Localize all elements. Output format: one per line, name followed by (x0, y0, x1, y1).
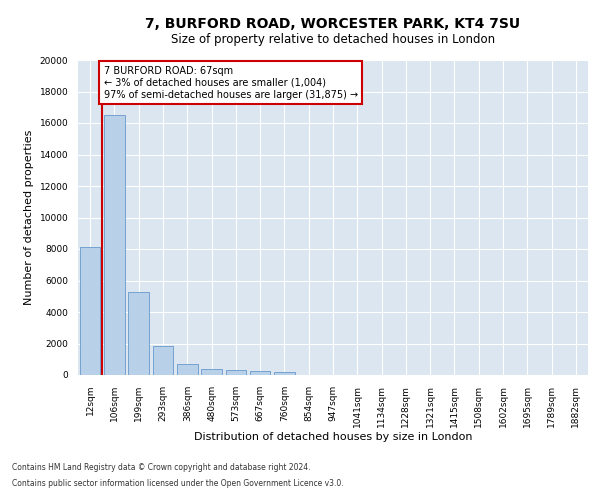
Bar (250, 372, 271, 375)
Text: Contains HM Land Registry data © Crown copyright and database right 2024.: Contains HM Land Registry data © Crown c… (12, 464, 311, 472)
Text: Size of property relative to detached houses in London: Size of property relative to detached ho… (171, 32, 495, 46)
Text: 7 BURFORD ROAD: 67sqm
← 3% of detached houses are smaller (1,004)
97% of semi-de: 7 BURFORD ROAD: 67sqm ← 3% of detached h… (104, 66, 358, 100)
Bar (104, 115, 125, 375)
Text: 7, BURFORD ROAD, WORCESTER PARK, KT4 7SU: 7, BURFORD ROAD, WORCESTER PARK, KT4 7SU (145, 18, 521, 32)
Bar (128, 292, 149, 375)
Bar (152, 346, 173, 375)
Text: Contains public sector information licensed under the Open Government Licence v3: Contains public sector information licen… (12, 478, 344, 488)
Y-axis label: Number of detached properties: Number of detached properties (24, 130, 34, 305)
Bar (201, 369, 222, 375)
Bar (226, 370, 246, 375)
Bar (177, 364, 197, 375)
Bar (274, 372, 295, 375)
Bar (80, 248, 100, 375)
X-axis label: Distribution of detached houses by size in London: Distribution of detached houses by size … (194, 432, 472, 442)
